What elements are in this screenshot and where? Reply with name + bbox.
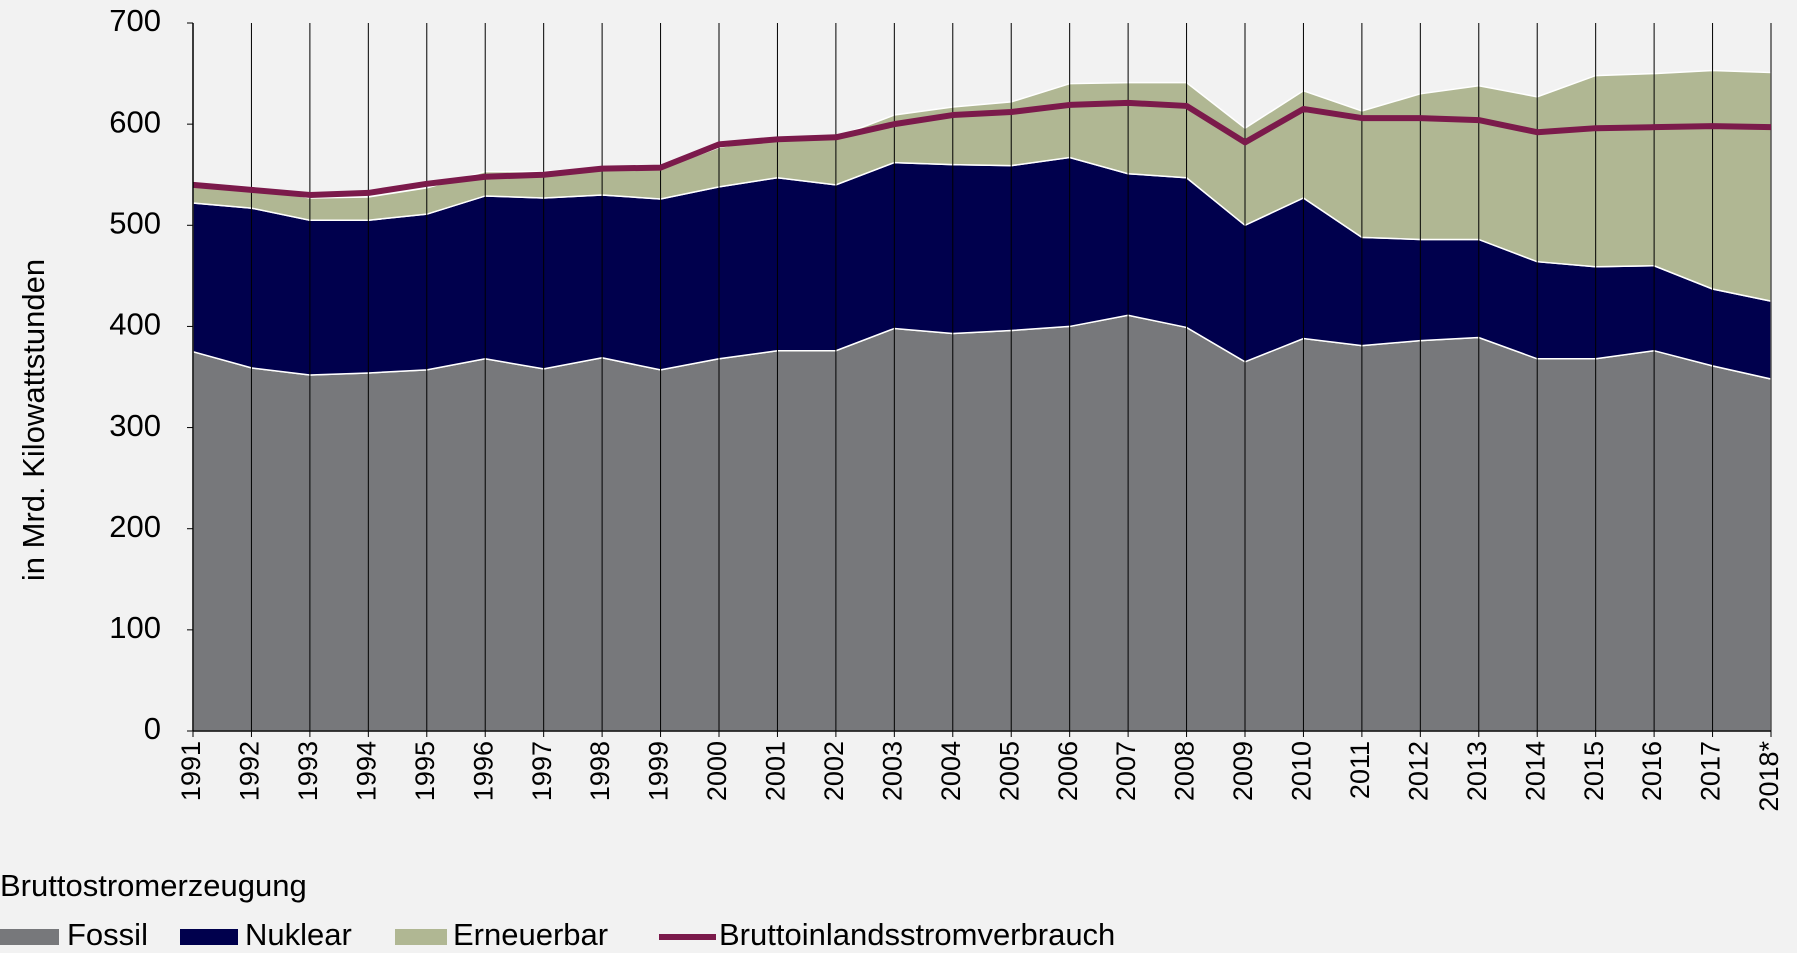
x-tick-label: 2017 xyxy=(1696,741,1726,801)
x-tick-label: 1997 xyxy=(527,741,557,801)
x-tick-label: 2001 xyxy=(761,741,791,801)
legend-label: Bruttoinlandsstromverbrauch xyxy=(719,917,1115,952)
x-tick-label: 1991 xyxy=(176,741,206,801)
x-tick-label: 2016 xyxy=(1637,741,1667,801)
x-tick-label: 2012 xyxy=(1403,741,1433,801)
legend-swatch xyxy=(0,929,59,945)
y-tick-label: 700 xyxy=(109,3,161,38)
y-tick-label: 0 xyxy=(144,711,161,746)
x-tick-label: 2003 xyxy=(877,741,907,801)
x-tick-label: 2006 xyxy=(1053,741,1083,801)
x-tick-label: 2013 xyxy=(1462,741,1492,801)
y-tick-label: 600 xyxy=(109,104,161,139)
legend-swatch xyxy=(395,929,447,945)
x-tick-label: 1992 xyxy=(235,741,265,801)
x-tick-label: 1996 xyxy=(468,741,498,801)
y-tick-label: 100 xyxy=(109,610,161,645)
x-tick-label: 1998 xyxy=(585,741,615,801)
x-tick-label: 1994 xyxy=(351,741,381,801)
x-tick-label: 2008 xyxy=(1170,741,1200,801)
y-axis-label: in Mrd. Kilowattstunden xyxy=(16,259,51,581)
x-tick-label: 2005 xyxy=(994,741,1024,801)
y-tick-label: 400 xyxy=(109,307,161,342)
legend-label: Erneuerbar xyxy=(453,917,608,952)
x-tick-label: 1999 xyxy=(644,741,674,801)
x-tick-label: 2004 xyxy=(936,741,966,801)
x-tick-label: 2009 xyxy=(1228,741,1258,801)
x-tick-label: 1993 xyxy=(293,741,323,801)
x-tick-label: 2010 xyxy=(1287,741,1317,801)
x-tick-label: 2018* xyxy=(1754,741,1784,812)
legend-title: Bruttostromerzeugung xyxy=(0,868,307,903)
y-tick-label: 200 xyxy=(109,509,161,544)
x-tick-label: 2011 xyxy=(1345,741,1375,799)
y-tick-label: 500 xyxy=(109,205,161,240)
legend-label: Fossil xyxy=(67,917,148,952)
line xyxy=(192,99,1772,198)
x-tick-label: 2000 xyxy=(702,741,732,801)
x-tick-label: 1995 xyxy=(410,741,440,801)
x-tick-label: 2007 xyxy=(1111,741,1141,801)
x-tick-label: 2015 xyxy=(1579,741,1609,801)
x-tick-label: 2014 xyxy=(1520,741,1550,801)
legend-swatch xyxy=(180,929,238,945)
legend-label: Nuklear xyxy=(245,917,352,952)
area xyxy=(192,314,1772,732)
y-tick-label: 300 xyxy=(109,408,161,443)
x-tick-label: 2002 xyxy=(819,741,849,801)
